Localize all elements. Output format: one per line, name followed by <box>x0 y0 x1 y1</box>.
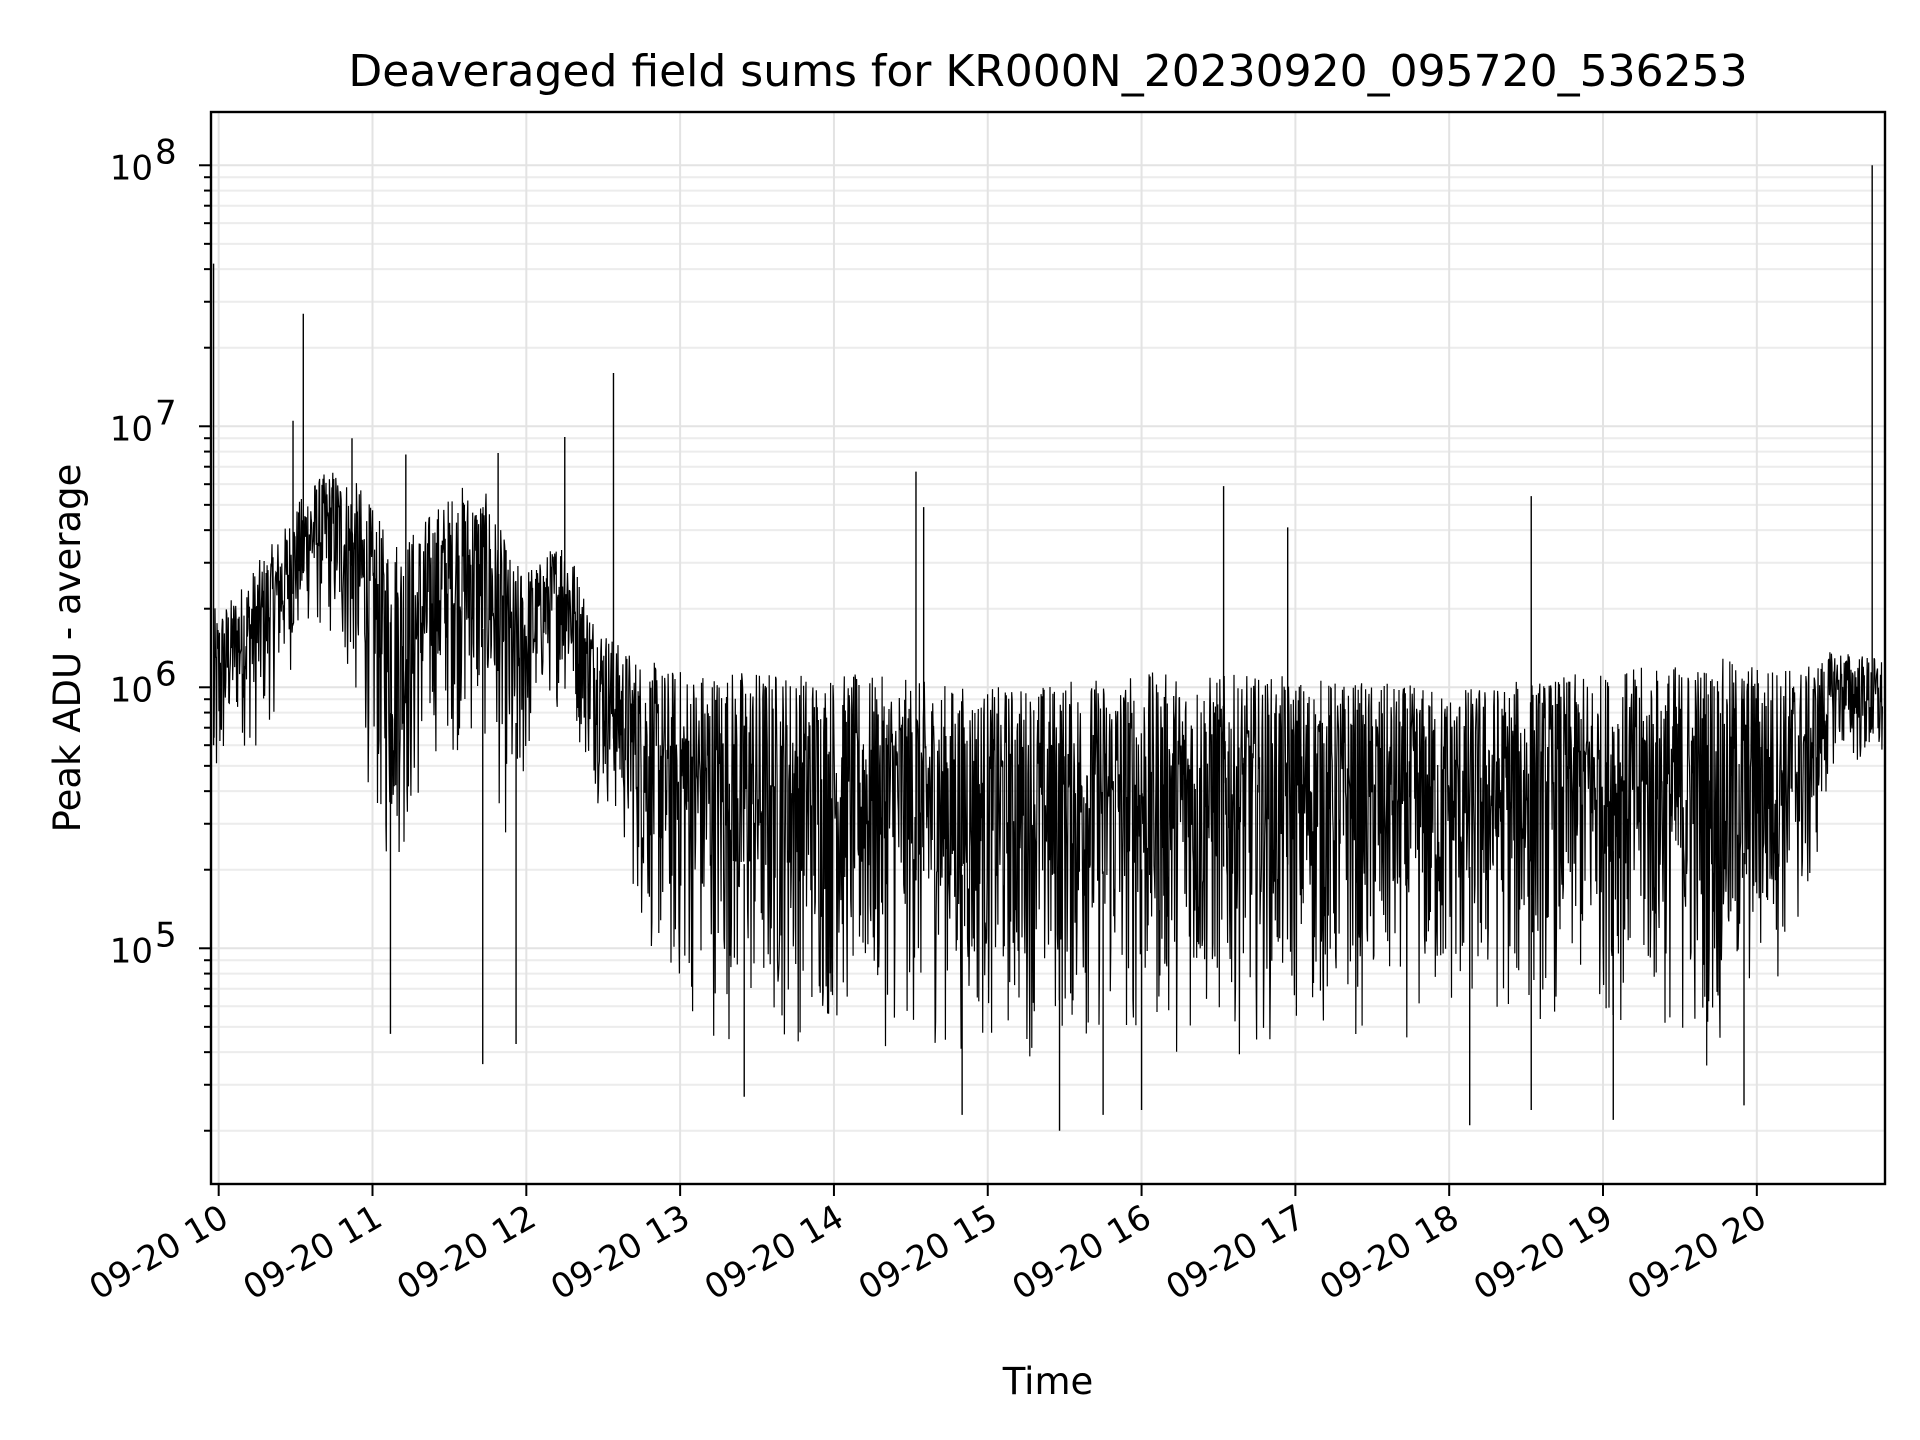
series-line <box>213 472 1883 1066</box>
y-tick-exponent: 5 <box>155 915 177 955</box>
axes-frame <box>209 110 1887 1186</box>
x-axis-label: Time <box>1002 1360 1094 1403</box>
y-tick-exponent: 6 <box>155 654 177 694</box>
y-tick-exponent: 7 <box>155 393 177 433</box>
y-tick-label: 10 <box>110 931 153 971</box>
y-tick-exponent: 8 <box>155 132 177 172</box>
y-tick-label: 10 <box>110 670 153 710</box>
series-layer <box>212 165 1883 1131</box>
chart-title: Deaveraged field sums for KR000N_2023092… <box>348 46 1747 97</box>
y-axis-label: Peak ADU - average <box>46 464 89 833</box>
y-tick-label: 10 <box>110 409 153 449</box>
y-tick-label: 10 <box>110 148 153 188</box>
